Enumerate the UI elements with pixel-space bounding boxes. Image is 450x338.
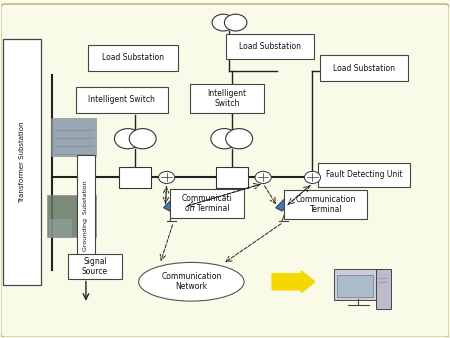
FancyBboxPatch shape (76, 87, 168, 113)
Text: Fault Detecting Unit: Fault Detecting Unit (326, 170, 402, 179)
FancyBboxPatch shape (376, 269, 391, 309)
Circle shape (225, 128, 252, 149)
Circle shape (114, 128, 141, 149)
Text: Grounding  Substation: Grounding Substation (83, 181, 89, 251)
FancyBboxPatch shape (49, 219, 72, 237)
Text: Load Substation: Load Substation (239, 42, 301, 51)
FancyBboxPatch shape (216, 167, 248, 188)
FancyBboxPatch shape (337, 275, 373, 297)
Circle shape (212, 14, 234, 31)
FancyBboxPatch shape (318, 163, 410, 187)
Text: Load Substation: Load Substation (102, 53, 164, 63)
Circle shape (225, 14, 247, 31)
Text: Signal
Source: Signal Source (82, 257, 108, 276)
FancyBboxPatch shape (284, 190, 368, 219)
FancyBboxPatch shape (1, 4, 449, 337)
FancyBboxPatch shape (119, 167, 152, 188)
Circle shape (304, 171, 320, 184)
FancyBboxPatch shape (170, 189, 244, 218)
FancyArrow shape (272, 271, 315, 293)
Text: Communication
Terminal: Communication Terminal (296, 195, 356, 214)
Text: Intelligent
Switch: Intelligent Switch (208, 89, 247, 108)
Text: Intelligent Switch: Intelligent Switch (88, 96, 155, 104)
FancyBboxPatch shape (320, 55, 408, 81)
FancyBboxPatch shape (68, 254, 122, 279)
FancyBboxPatch shape (190, 84, 264, 113)
Circle shape (158, 171, 175, 184)
Text: Communication
Network: Communication Network (161, 272, 221, 291)
Circle shape (255, 171, 271, 184)
Polygon shape (163, 194, 183, 211)
FancyBboxPatch shape (51, 118, 96, 156)
FancyBboxPatch shape (47, 195, 96, 237)
Text: Transformer Substation: Transformer Substation (19, 122, 25, 203)
Ellipse shape (139, 262, 244, 301)
FancyBboxPatch shape (3, 40, 41, 285)
Polygon shape (276, 194, 296, 211)
FancyBboxPatch shape (88, 45, 178, 71)
FancyBboxPatch shape (333, 269, 383, 299)
FancyBboxPatch shape (226, 33, 314, 59)
Circle shape (211, 128, 238, 149)
Text: Load Substation: Load Substation (333, 64, 395, 73)
Text: Communicati
on Terminal: Communicati on Terminal (182, 194, 233, 213)
FancyBboxPatch shape (76, 154, 95, 278)
Circle shape (129, 128, 156, 149)
